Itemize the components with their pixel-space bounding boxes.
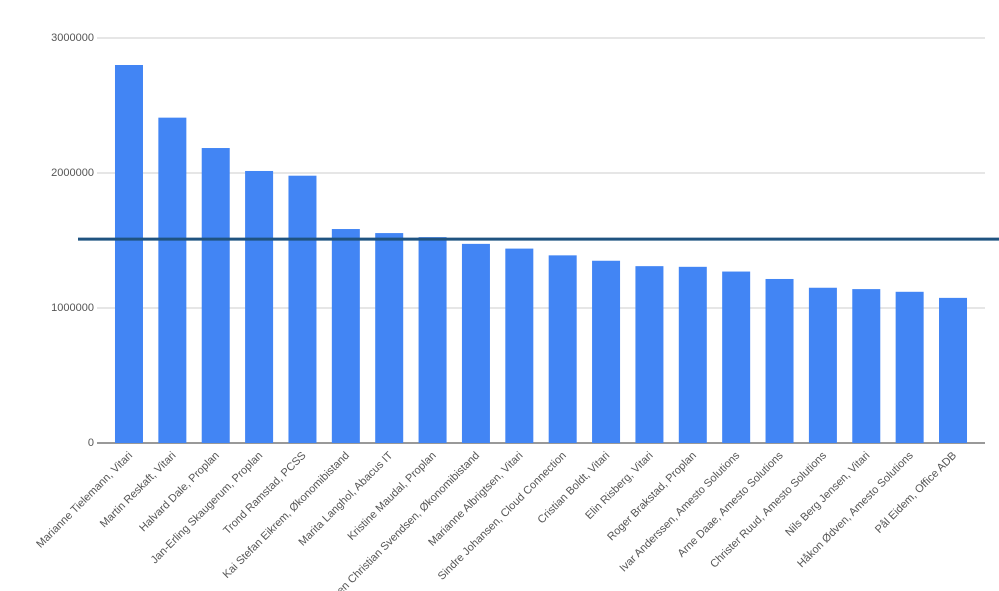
x-tick-label: Roger Brakstad, Proplan [605, 450, 699, 544]
y-tick-label: 1000000 [51, 302, 94, 314]
bar [505, 248, 534, 443]
x-tick-label: Trond Ramstad, PCSS [221, 450, 308, 537]
bar [548, 255, 577, 443]
bar [635, 266, 664, 443]
x-tick-label: Halvard Dale, Proplan [137, 450, 222, 535]
bar [939, 297, 968, 443]
bar [375, 233, 404, 443]
bar [461, 243, 490, 443]
bar [245, 170, 274, 443]
bar [895, 291, 924, 443]
bar [331, 229, 360, 443]
y-tick-label: 3000000 [51, 32, 94, 44]
bar [765, 278, 794, 443]
bar [288, 175, 317, 443]
x-tick-label: Nils Berg Jensen, Vitari [783, 450, 872, 539]
x-tick-label: Cristian Boldt, Vitari [536, 450, 613, 527]
bar [852, 289, 881, 443]
bar [201, 148, 230, 443]
bar [418, 237, 447, 443]
y-tick-label: 0 [88, 437, 94, 449]
bar [114, 65, 143, 443]
x-tick-label: Martin Reskaft, Vitari [98, 450, 179, 531]
bar [678, 266, 707, 443]
x-tick-label: Kristine Maudal, Proplan [345, 450, 438, 543]
bar [158, 117, 187, 444]
bar [808, 287, 837, 443]
x-tick-label: Pål Eidem, Office ADB [873, 450, 959, 536]
bar [592, 260, 621, 443]
bar [722, 271, 751, 443]
y-tick-label: 2000000 [51, 167, 94, 179]
